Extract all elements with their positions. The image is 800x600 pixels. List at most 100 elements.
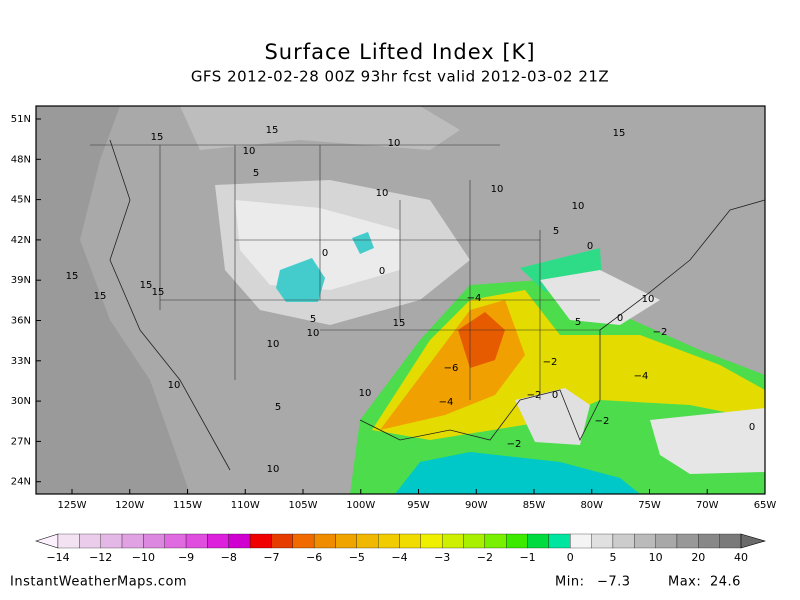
- contour-label: 10: [376, 188, 389, 199]
- lon-label: 95W: [407, 500, 430, 511]
- lon-label: 100W: [346, 500, 375, 511]
- contour-label: 10: [359, 388, 372, 399]
- colorbar-label: 20: [691, 551, 705, 564]
- colorbar-cell: [463, 533, 486, 549]
- cyan-blob: [352, 232, 374, 254]
- contour-label: 10: [572, 201, 585, 212]
- colorbar-cell: [335, 533, 357, 549]
- state-borders: [90, 144, 600, 400]
- colorbar-label: −6: [306, 551, 322, 564]
- contour-label: −6: [444, 363, 459, 374]
- colorbar-cell: [484, 533, 507, 549]
- colorbar-label: 0: [567, 551, 574, 564]
- contour-label: −2: [595, 416, 610, 427]
- contour-label: 10: [168, 380, 181, 391]
- contour-label: −2: [527, 390, 542, 401]
- contour-label: 0: [749, 422, 755, 433]
- lat-label: 45N: [11, 195, 31, 206]
- lon-label: 115W: [173, 500, 202, 511]
- contour-label: 5: [553, 226, 559, 237]
- colorbar-label: −8: [221, 551, 237, 564]
- contour-label: 0: [617, 313, 623, 324]
- colorbar-cell: [292, 533, 315, 549]
- colorbar-cell: [442, 533, 464, 549]
- colorbar-label: −9: [178, 551, 194, 564]
- lon-label: 105W: [289, 500, 318, 511]
- lon-label: 75W: [638, 500, 661, 511]
- contour-label: 10: [267, 339, 280, 350]
- colorbar-label: −2: [477, 551, 493, 564]
- lat-label: 24N: [11, 477, 31, 488]
- colorbar-cell: [399, 533, 421, 549]
- colorbar-cell: [57, 533, 80, 549]
- lat-label: 42N: [11, 235, 31, 246]
- colorbar-label: −1: [519, 551, 535, 564]
- source-label: InstantWeatherMaps.com: [10, 575, 187, 590]
- contour-label: 0: [379, 266, 385, 277]
- contour-label: 10: [491, 184, 504, 195]
- contour-label: 0: [322, 248, 328, 259]
- colorbar-cell: [420, 533, 443, 549]
- contour-label: −2: [543, 357, 558, 368]
- max-label: Max:: [668, 575, 701, 590]
- north-zone: [180, 106, 460, 150]
- colorbar-label: −10: [132, 551, 155, 564]
- contour-label: 15: [140, 280, 153, 291]
- contour-label: 5: [310, 314, 316, 325]
- max-value: 24.6: [710, 575, 741, 590]
- colorbar-cell: [719, 533, 742, 549]
- lon-label: 65W: [754, 500, 777, 511]
- contour-label: 5: [275, 402, 281, 413]
- lon-label: 80W: [580, 500, 603, 511]
- contour-label: −2: [507, 439, 522, 450]
- coastline: [359, 199, 765, 441]
- contour-label: 15: [152, 287, 165, 298]
- colorbar-label: 10: [649, 551, 663, 564]
- contour-label: −2: [653, 327, 668, 338]
- contour-label: 15: [613, 128, 626, 139]
- lon-label: 110W: [231, 500, 260, 511]
- colorbar-cell: [79, 533, 101, 549]
- pacific-ocean: [36, 106, 190, 494]
- contour-label: 10: [307, 328, 320, 339]
- colorbar-cell: [207, 533, 229, 549]
- colorbar-cell: [612, 533, 635, 549]
- lat-label: 51N: [11, 114, 31, 125]
- colorbar-cell: [698, 533, 720, 549]
- contour-label: 10: [642, 294, 655, 305]
- contour-label: 5: [253, 168, 259, 179]
- colorbar-label: 40: [734, 551, 748, 564]
- cyan-blob: [276, 258, 325, 302]
- colorbar-label: −5: [349, 551, 365, 564]
- plains-inner: [235, 200, 400, 290]
- lon-label: 85W: [523, 500, 546, 511]
- colorbar-cell: [356, 533, 379, 549]
- colorbar-cell: [143, 533, 165, 549]
- colorbar-cell: [634, 533, 656, 549]
- colorbar-cell: [271, 533, 293, 549]
- colorbar-cell: [591, 533, 614, 549]
- map-frame: [35, 105, 766, 495]
- colorbar-right-end: [740, 533, 767, 549]
- contour-label: 15: [266, 125, 279, 136]
- lon-label: 70W: [696, 500, 719, 511]
- contour-label: −4: [439, 397, 454, 408]
- lon-label: 90W: [465, 500, 488, 511]
- lon-label: 125W: [58, 500, 87, 511]
- colorbar-cell: [570, 533, 592, 549]
- colorbar-cell: [676, 533, 699, 549]
- contour-label: 15: [393, 318, 406, 329]
- cyan-zone: [395, 452, 640, 494]
- colorbar-label: −4: [391, 551, 407, 564]
- light-zone: [540, 270, 660, 325]
- map-field: [36, 106, 765, 494]
- lat-label: 36N: [11, 316, 31, 327]
- lon-label: 120W: [115, 500, 144, 511]
- lat-label: 30N: [11, 396, 31, 407]
- min-label: Min:: [555, 575, 584, 590]
- contour-label: 5: [575, 317, 581, 328]
- light-zone: [515, 388, 590, 445]
- coastline: [109, 139, 231, 471]
- colorbar-label: −7: [263, 551, 279, 564]
- contour-label: −4: [467, 293, 482, 304]
